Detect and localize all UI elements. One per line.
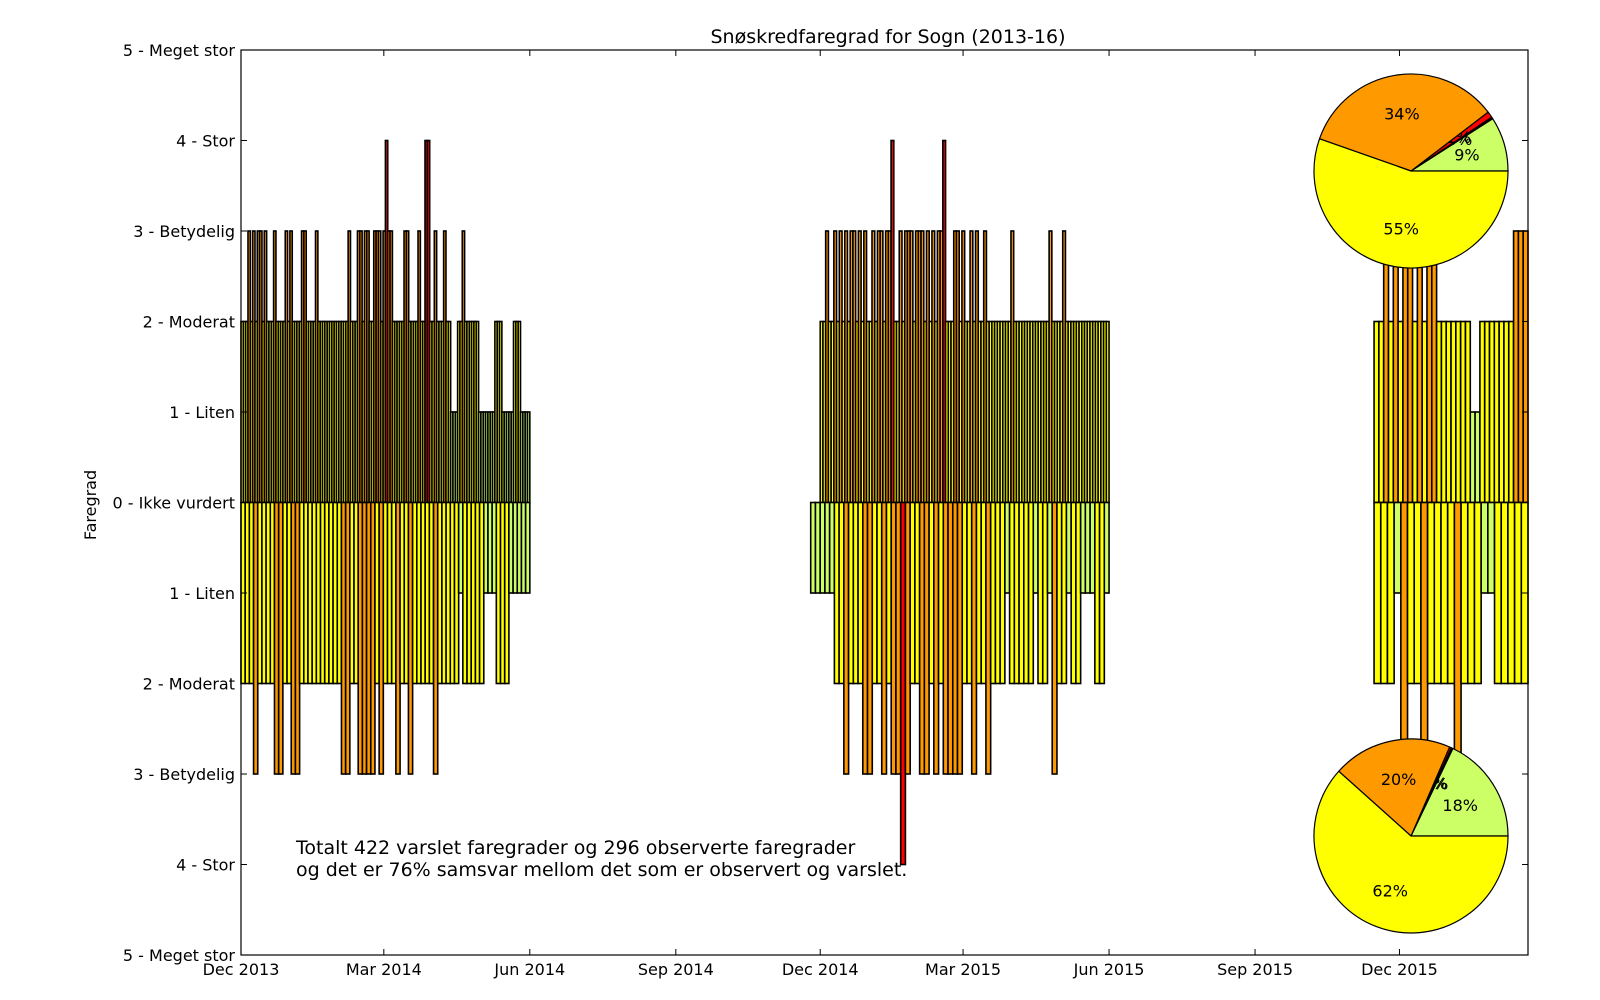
pie-slice-label: 34% — [1384, 105, 1420, 124]
observed-bar — [1426, 501, 1436, 685]
annotation-line-1: Totalt 422 varslet faregrader og 296 obs… — [295, 837, 855, 859]
observed-bar — [1406, 501, 1416, 685]
x-tick-label: Dec 2015 — [1361, 960, 1438, 979]
pie-slice-label: 55% — [1383, 219, 1419, 238]
y-axis-label: Faregrad — [81, 470, 100, 540]
y-tick-label: 5 - Meget stor — [123, 41, 236, 60]
observed-bar — [1513, 501, 1523, 685]
pie-slice — [1318, 73, 1489, 172]
pie-slice-label: 18% — [1442, 796, 1478, 815]
observed-bar — [1460, 501, 1469, 685]
y-tick-label: 5 - Meget stor — [123, 946, 236, 965]
x-tick-label: Jun 2014 — [493, 960, 565, 979]
y-tick-label: 1 - Liten — [169, 584, 235, 603]
y-tick-label: 3 - Betydelig — [133, 765, 235, 784]
x-tick-label: Sep 2014 — [638, 960, 714, 979]
x-tick-label: Sep 2015 — [1217, 960, 1293, 979]
observed-bar — [1379, 501, 1389, 685]
observed-bar — [1103, 501, 1110, 594]
chart-title: Snøskredfaregrad for Sogn (2013-16) — [710, 26, 1065, 48]
pie-slice-label: 9% — [1454, 146, 1479, 165]
y-tick-label: 2 - Moderat — [143, 675, 235, 694]
pie-slice-label: 20% — [1381, 770, 1417, 789]
observed-bar — [1400, 501, 1409, 775]
observed-bar — [1420, 501, 1429, 775]
x-tick-label: Jun 2015 — [1073, 960, 1145, 979]
y-tick-label: 4 - Stor — [176, 856, 235, 875]
bars-layer — [240, 139, 1529, 866]
forecast-bar — [1105, 320, 1110, 504]
observed-bar — [1440, 501, 1449, 685]
forecast-bar — [526, 411, 531, 504]
observed-bar — [1433, 501, 1442, 685]
observed-bar — [1500, 501, 1509, 685]
y-tick-label: 3 - Betydelig — [133, 222, 235, 241]
observed-bar — [1480, 501, 1489, 594]
pie-slice-label: 62% — [1372, 881, 1408, 900]
pie-chart: 18%0%0%20%62% — [1313, 738, 1509, 934]
x-tick-label: Mar 2014 — [346, 960, 422, 979]
pies-layer: 9%0%1%34%55%18%0%0%20%62% — [1313, 73, 1509, 934]
observed-bar — [1487, 501, 1496, 594]
pie-slice — [1410, 747, 1509, 837]
pie-slice — [1337, 738, 1451, 838]
observed-bar — [1393, 501, 1402, 594]
pie-slice — [1313, 138, 1509, 269]
y-tick-label: 1 - Liten — [169, 403, 235, 422]
observed-bar — [1373, 501, 1382, 685]
observed-bar — [1507, 501, 1516, 685]
y-tick-label: 0 - Ikke vurdert — [113, 494, 236, 513]
x-tick-label: Dec 2014 — [782, 960, 859, 979]
observed-bar — [1413, 501, 1422, 685]
observed-bar — [1466, 501, 1476, 685]
annotation-line-2: og det er 76% samsvar mellom det som er … — [296, 859, 907, 881]
x-tick-label: Dec 2013 — [203, 960, 280, 979]
observed-bar — [1446, 501, 1456, 685]
observed-bar — [1453, 501, 1462, 775]
y-tick-label: 4 - Stor — [176, 132, 235, 151]
pie-chart: 9%0%1%34%55% — [1313, 73, 1509, 269]
observed-bar — [1386, 501, 1395, 685]
axes-layer: 5 - Meget stor 4 - Stor 3 - Betydelig 2 - M… — [113, 41, 1529, 979]
observed-bar — [524, 501, 531, 594]
forecast-bar — [1522, 230, 1529, 504]
observed-bar — [1493, 501, 1503, 685]
y-tick-label: 2 - Moderat — [143, 313, 235, 332]
observed-bar — [1473, 501, 1482, 685]
pie-slice — [1313, 770, 1509, 934]
x-tick-label: Mar 2015 — [925, 960, 1001, 979]
